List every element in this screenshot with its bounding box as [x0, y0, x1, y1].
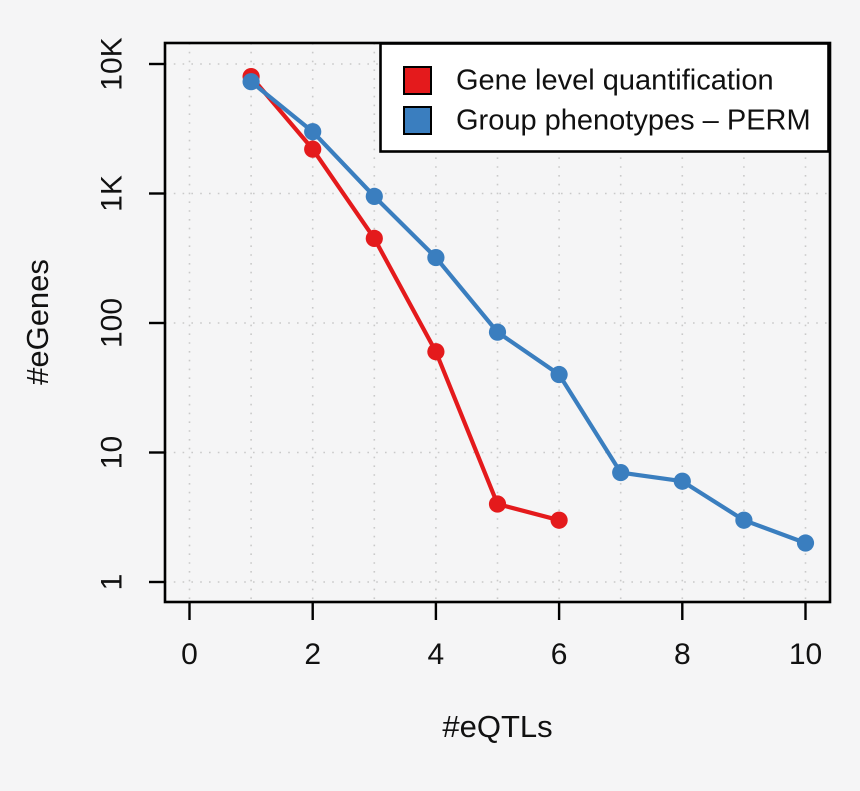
series-layer — [242, 67, 815, 552]
x-tick-label: 4 — [428, 638, 445, 671]
data-point — [242, 73, 260, 91]
data-point — [488, 323, 507, 341]
legend-swatch — [403, 106, 432, 135]
axes-layer: 0 2 4 6 8 10 1 10 100 1K 10K — [96, 37, 832, 671]
x-tick-label: 2 — [304, 638, 321, 671]
x-tick-label: 6 — [551, 638, 568, 671]
x-tick-label: 10 — [789, 638, 822, 671]
data-point — [488, 495, 507, 513]
data-point — [365, 187, 383, 205]
y-tick-label: 10 — [96, 436, 129, 469]
y-axis-title: #eGenes — [20, 259, 55, 385]
data-point — [304, 123, 322, 141]
legend-box — [379, 42, 830, 153]
x-axis-title: #eQTLs — [442, 709, 552, 744]
x-tick-label: 8 — [674, 638, 691, 671]
data-point — [612, 463, 630, 482]
data-point — [304, 140, 322, 158]
series-line — [249, 79, 808, 546]
data-point — [796, 534, 815, 552]
legend-item-label: Group phenotypes – PERM — [456, 105, 811, 137]
data-point — [427, 343, 445, 361]
data-point — [735, 511, 753, 529]
y-tick-label: 10K — [96, 37, 129, 90]
legend-item-label: Gene level quantification — [456, 65, 774, 97]
data-point — [365, 229, 383, 248]
y-tick-label: 1K — [96, 175, 129, 212]
data-point — [427, 248, 445, 267]
data-point — [550, 365, 568, 384]
legend: Gene level quantification Group phenotype… — [379, 42, 830, 153]
y-tick-label: 1 — [96, 574, 129, 591]
legend-swatch — [403, 66, 432, 95]
series-line — [249, 74, 562, 523]
data-point — [673, 472, 691, 490]
y-tick-label: 100 — [96, 298, 129, 348]
data-point — [550, 511, 568, 529]
x-tick-label: 0 — [181, 638, 198, 671]
